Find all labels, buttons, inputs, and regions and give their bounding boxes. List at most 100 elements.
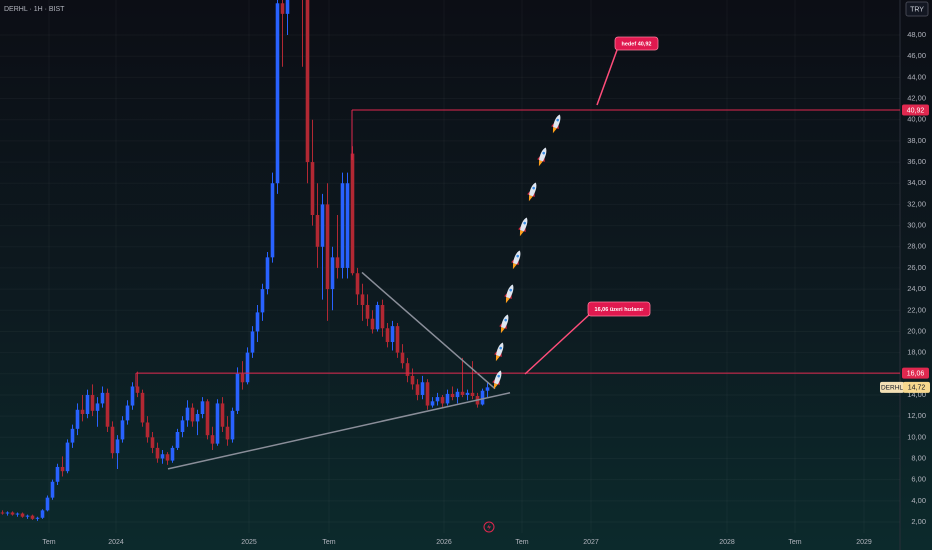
event-icon-bolt xyxy=(487,523,491,531)
x-tick-label: 2029 xyxy=(856,539,872,546)
candle-body xyxy=(435,397,440,402)
rocket-window xyxy=(516,254,519,258)
candle-body xyxy=(90,394,95,411)
y-tick-label: 42,00 xyxy=(907,94,926,103)
callout-text: hedef 40,92 xyxy=(622,41,652,47)
candle-body xyxy=(270,183,275,258)
candle-body xyxy=(190,407,195,422)
currency-label[interactable]: TRY xyxy=(910,6,924,13)
y-tick-label: 32,00 xyxy=(907,199,926,208)
rocket-window xyxy=(523,221,526,225)
rocket-window xyxy=(542,151,545,155)
x-tick-label: 2026 xyxy=(436,539,452,546)
candle-body xyxy=(110,426,115,454)
y-tick-label: 28,00 xyxy=(907,242,926,251)
rocket-window xyxy=(504,318,507,322)
last-price-tag xyxy=(903,381,930,393)
candle-body xyxy=(485,387,490,391)
x-tick-label: 2028 xyxy=(719,539,735,546)
y-tick-label: 8,00 xyxy=(911,453,926,462)
candle-body xyxy=(145,422,150,438)
candle-body xyxy=(380,304,385,329)
y-tick-label: 46,00 xyxy=(907,51,926,60)
candle-body xyxy=(350,153,355,274)
y-tick-label: 22,00 xyxy=(907,305,926,314)
candle-body xyxy=(170,447,175,461)
candle-body xyxy=(480,390,485,405)
rocket-body xyxy=(506,284,514,299)
candle-body xyxy=(40,510,45,518)
candle-body xyxy=(240,373,245,383)
rocket-body xyxy=(501,314,509,329)
rocket-flame xyxy=(519,229,524,237)
rocket-flame xyxy=(538,159,543,167)
candle-body xyxy=(365,304,370,319)
rocket-flame xyxy=(528,194,533,202)
candle-body xyxy=(235,373,240,411)
candle-body xyxy=(425,382,430,406)
y-tick-label: 44,00 xyxy=(907,72,926,81)
y-tick-label: 12,00 xyxy=(907,411,926,420)
rocket-flame xyxy=(512,262,517,270)
candle-body xyxy=(420,382,425,395)
y-tick-label: 38,00 xyxy=(907,136,926,145)
candle-body xyxy=(410,375,415,385)
rocket-icon xyxy=(494,342,504,362)
y-tick-label: 24,00 xyxy=(907,284,926,293)
x-tick-label: Tem xyxy=(515,539,528,546)
candle-body xyxy=(10,512,15,515)
rocket-icon xyxy=(518,217,528,237)
candle-body xyxy=(95,403,100,411)
rocket-flame xyxy=(495,354,500,362)
x-tick-label: 2027 xyxy=(583,539,599,546)
x-tick-label: Tem xyxy=(42,539,55,546)
rocket-flame xyxy=(500,326,505,334)
candle-body xyxy=(285,0,290,14)
candle-body xyxy=(25,515,30,517)
candle-body xyxy=(375,304,380,330)
currency-button[interactable] xyxy=(905,1,929,17)
candle-body xyxy=(80,409,85,415)
y-tick-label: 26,00 xyxy=(907,263,926,272)
candle-body xyxy=(415,384,420,395)
candle-body xyxy=(200,401,205,415)
candle-body xyxy=(360,294,365,305)
rocket-icon xyxy=(537,147,547,167)
candle-body xyxy=(260,289,265,313)
rocket-icon xyxy=(504,284,514,304)
y-tick-label: 34,00 xyxy=(907,178,926,187)
candle-body xyxy=(215,403,220,444)
rocket-window xyxy=(532,186,535,190)
candle-body xyxy=(305,0,310,163)
candle-body xyxy=(445,393,450,404)
event-icon[interactable] xyxy=(483,521,495,533)
candle-body xyxy=(115,439,120,454)
trend-line xyxy=(361,271,496,390)
candle-body xyxy=(30,515,35,519)
y-tick-label: 30,00 xyxy=(907,221,926,230)
candle-body xyxy=(165,454,170,461)
rocket-window xyxy=(509,288,512,292)
candle-body xyxy=(370,318,375,330)
candle-body xyxy=(465,392,470,395)
candle-body xyxy=(5,512,10,514)
y-tick-label: 4,00 xyxy=(911,496,926,505)
y-tick-label: 10,00 xyxy=(907,432,926,441)
rocket-icon xyxy=(527,182,537,202)
candle-body xyxy=(220,403,225,427)
candle-body xyxy=(150,437,155,448)
candle-body xyxy=(105,392,110,427)
rocket-icon xyxy=(492,370,502,390)
candle-body xyxy=(455,391,460,398)
rocket-body xyxy=(496,342,504,357)
candle-body xyxy=(0,512,5,514)
candle-body xyxy=(65,442,70,472)
candle-body xyxy=(210,435,215,444)
candle-body xyxy=(60,466,65,472)
candle-body xyxy=(175,432,180,448)
rocket-body xyxy=(494,370,502,385)
candle-body xyxy=(75,409,80,429)
